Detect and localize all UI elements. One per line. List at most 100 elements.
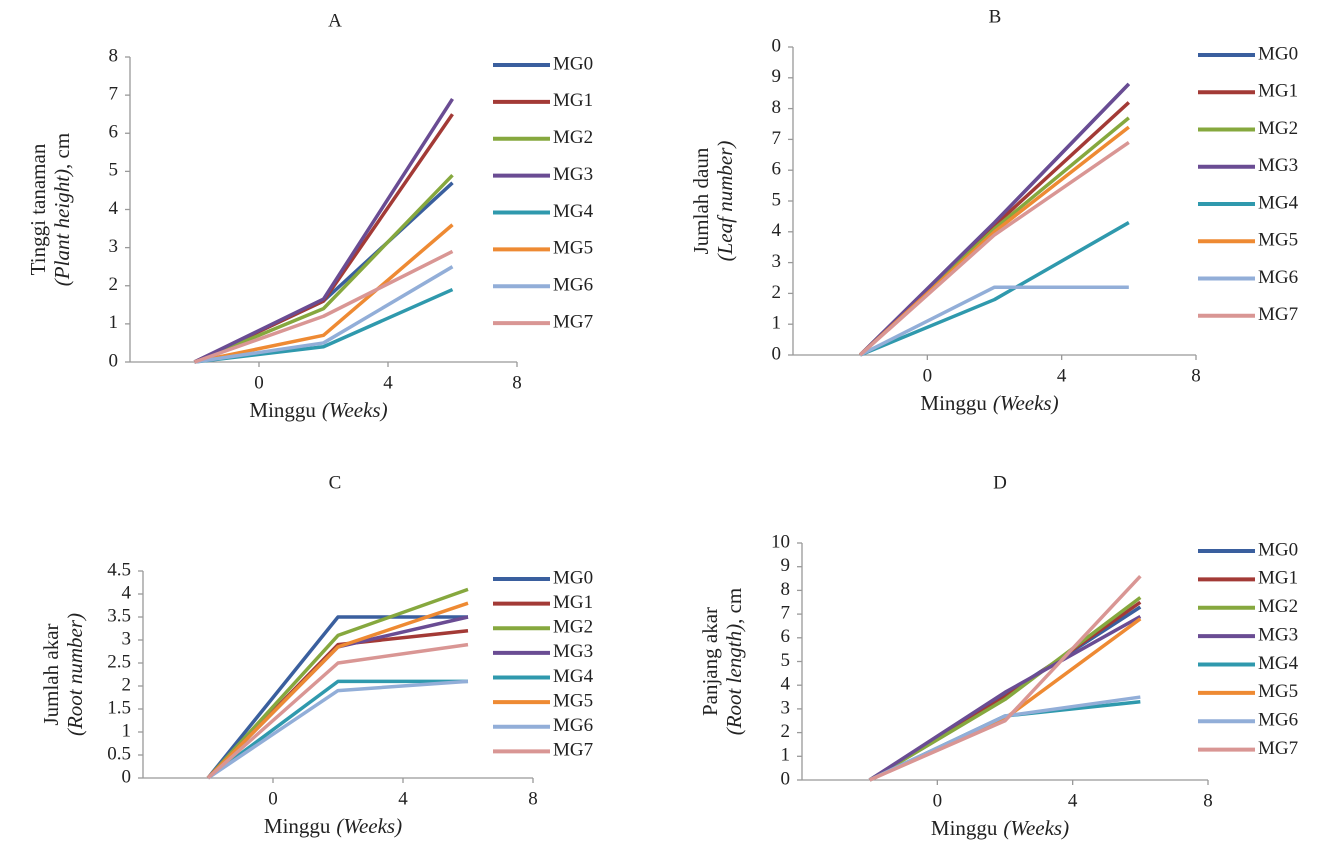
y-tick-label: 0 (781, 768, 791, 789)
y-tick-label: 10 (771, 531, 790, 552)
series-line (206, 587, 469, 780)
y-tick-label: 3.5 (107, 605, 131, 626)
legend-label: MG7 (1258, 304, 1298, 325)
y-tick-label: 2 (122, 674, 132, 695)
y-label-part: (Root number) (63, 613, 87, 736)
y-tick-label: 2 (781, 721, 791, 742)
series-line (868, 700, 1141, 782)
x-axis-label: Minggu (Weeks) (264, 814, 402, 838)
legend-label: MG3 (553, 164, 593, 185)
x-axis-label: Minggu (Weeks) (931, 816, 1069, 840)
panel-title: B (989, 6, 1002, 27)
x-tick-label: 4 (1068, 790, 1078, 811)
legend-label: MG7 (1258, 738, 1298, 759)
y-label-part: Jumlah akar (39, 623, 63, 725)
y-tick-label: 1 (772, 313, 782, 334)
series-line (858, 82, 1131, 357)
y-label-part: Tinggi tanaman (26, 143, 50, 275)
x-tick-label: 4 (398, 788, 408, 809)
y-label-part: Panjang akar (698, 607, 722, 716)
y-axis-label: Panjang akar (698, 607, 722, 716)
legend-label: MG6 (553, 275, 593, 296)
series-line (868, 596, 1142, 782)
legend-label: MG0 (553, 53, 593, 74)
x-tick-label: 0 (923, 365, 933, 386)
series-line (193, 113, 454, 364)
legend-label: MG4 (553, 201, 594, 222)
y-tick-label: 4 (109, 198, 119, 219)
panel-title: C (329, 472, 342, 493)
legend-label: MG0 (1258, 43, 1298, 64)
y-tick-label: 9 (781, 555, 791, 576)
legend-label: MG7 (553, 740, 593, 761)
x-tick-label: 0 (254, 372, 264, 393)
series-line (206, 601, 469, 780)
y-tick-label: 3 (109, 236, 119, 257)
y-tick-label: 7 (772, 128, 782, 149)
x-tick-label: 4 (1057, 365, 1067, 386)
series-line (206, 629, 469, 780)
y-tick-label: 3 (772, 251, 782, 272)
x-label-part: (Weeks) (336, 814, 402, 838)
legend-label: MG4 (553, 666, 594, 687)
x-label-part: Minggu (920, 391, 987, 415)
legend-label: MG6 (1258, 267, 1298, 288)
y-tick-label: 5 (781, 650, 791, 671)
legend-label: MG2 (553, 617, 593, 638)
series-line (206, 642, 469, 780)
series-line (193, 249, 454, 364)
y-tick-label: 9 (772, 66, 782, 87)
y-tick-label: 7 (109, 83, 119, 104)
y-tick-label: 4 (122, 582, 132, 603)
y-axis-label: (Root number) (63, 613, 87, 736)
legend-label: MG1 (1258, 81, 1298, 102)
legend-label: MG0 (553, 567, 593, 588)
series-line (207, 679, 469, 780)
series-line (859, 221, 1130, 357)
y-label-part: Jumlah daun (689, 147, 713, 254)
y-label-part: (Leaf number) (713, 141, 737, 262)
y-label-part: (Root length) (722, 624, 746, 735)
y-tick-label: 8 (109, 45, 119, 66)
y-axis-label: Tinggi tanaman (26, 143, 50, 275)
x-label-part: Minggu (249, 398, 316, 422)
legend-label: MG5 (553, 238, 593, 259)
y-tick-label: 2 (109, 274, 119, 295)
series-line (193, 97, 454, 364)
y-tick-label: 5 (772, 189, 782, 210)
legend-label: MG4 (1258, 653, 1299, 674)
series-line (206, 679, 468, 780)
y-tick-label: 1 (109, 312, 119, 333)
legend-label: MG4 (1258, 192, 1299, 213)
y-label-part: , cm (50, 133, 74, 169)
y-tick-label: 6 (109, 122, 119, 143)
y-tick-label: 2.5 (107, 651, 131, 672)
y-tick-label: 1 (781, 745, 791, 766)
y-axis-label: (Root length), cm (722, 588, 746, 736)
y-tick-label: 0.5 (107, 743, 131, 764)
x-tick-label: 0 (268, 788, 278, 809)
x-tick-label: 8 (1191, 365, 1201, 386)
y-tick-label: 3 (781, 697, 791, 718)
legend-label: MG1 (553, 90, 593, 111)
series-line (868, 574, 1142, 782)
x-axis-label: Minggu (Weeks) (249, 398, 387, 422)
y-tick-label: 7 (781, 602, 791, 623)
series-line (194, 265, 454, 364)
legend-label: MG5 (1258, 681, 1298, 702)
legend-label: MG6 (1258, 710, 1298, 731)
y-axis-label: (Leaf number) (713, 141, 737, 262)
legend-label: MG3 (1258, 155, 1298, 176)
y-label-part: (Plant height) (50, 169, 74, 286)
x-tick-label: 8 (512, 372, 522, 393)
legend-label: MG7 (553, 311, 593, 332)
panel-title: A (328, 10, 342, 31)
y-tick-label: 4 (772, 220, 782, 241)
y-axis-label: Jumlah daun (689, 147, 713, 254)
legend-label: MG5 (553, 690, 593, 711)
y-tick-label: 1 (122, 720, 132, 741)
y-label-part: , cm (722, 588, 746, 624)
legend-label: MG2 (553, 127, 593, 148)
y-tick-label: 6 (781, 626, 791, 647)
